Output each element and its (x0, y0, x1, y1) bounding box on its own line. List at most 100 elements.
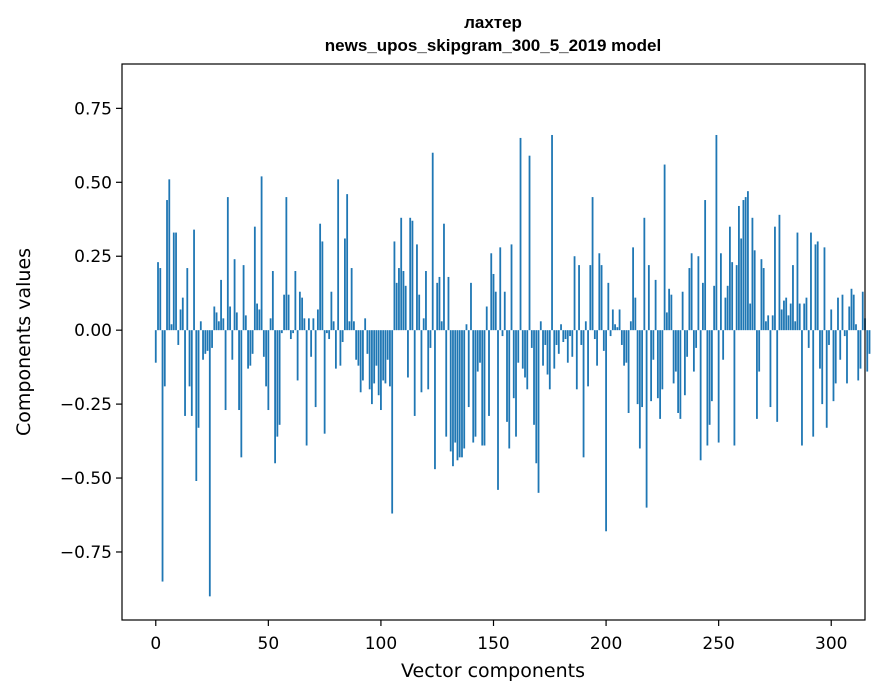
bar (193, 229, 195, 331)
bar (555, 330, 558, 345)
bar (170, 324, 173, 331)
bar (670, 294, 673, 331)
y-tick-label: 0.50 (74, 173, 112, 193)
bar (265, 330, 267, 387)
bar (661, 330, 664, 390)
bar (348, 321, 351, 331)
bar-series (154, 134, 871, 597)
bar (713, 285, 716, 331)
bar (497, 330, 499, 490)
bar (285, 197, 288, 331)
bar (625, 330, 628, 363)
bar (855, 324, 857, 331)
bar (490, 253, 493, 331)
bar (837, 297, 839, 331)
bar (695, 330, 698, 348)
bar (283, 294, 286, 331)
bar (357, 330, 360, 366)
bar (197, 330, 200, 428)
bar (429, 330, 432, 348)
bar (740, 238, 743, 331)
bar (852, 294, 855, 331)
bar (650, 330, 653, 402)
bar (620, 330, 623, 345)
bar (231, 330, 234, 360)
bar (220, 279, 222, 331)
bar (638, 330, 641, 449)
chart-title-model: news_upos_skipgram_300_5_2019 model (325, 36, 661, 55)
bar (749, 303, 752, 331)
bar (542, 330, 544, 366)
bar (312, 318, 315, 331)
bar (436, 282, 439, 331)
bar (195, 330, 198, 481)
bar (821, 330, 824, 405)
bar (375, 330, 378, 366)
chart-title-word: лахтер (464, 13, 522, 32)
bar (445, 330, 448, 437)
bar (366, 330, 369, 354)
bar (553, 330, 556, 369)
bar (479, 330, 481, 363)
bar (339, 330, 342, 366)
bar (154, 330, 157, 363)
bar (413, 330, 416, 416)
bar (551, 134, 553, 331)
bar (562, 330, 565, 342)
bar (780, 309, 783, 331)
bar (373, 330, 376, 384)
plot-frame (121, 63, 866, 621)
bar (409, 217, 412, 331)
bar (654, 279, 657, 331)
bar (609, 330, 612, 337)
bar (179, 309, 182, 331)
bar (166, 200, 168, 331)
bar (580, 330, 583, 345)
bar (314, 330, 317, 408)
bar (769, 330, 772, 408)
bar (181, 297, 184, 331)
bar (816, 241, 819, 331)
bar (269, 318, 272, 331)
bar (825, 330, 828, 428)
bar (521, 330, 524, 369)
bar (463, 330, 466, 449)
bar (208, 330, 211, 597)
bar (204, 330, 207, 354)
bar (438, 276, 441, 331)
bar (222, 318, 225, 331)
bar (404, 285, 407, 331)
bar (184, 330, 186, 416)
bar (334, 330, 337, 369)
y-tick-label: −0.50 (60, 469, 112, 489)
bar (807, 330, 810, 348)
bar (699, 330, 702, 461)
bar (233, 259, 236, 331)
bar (729, 226, 731, 331)
bar (632, 247, 634, 331)
x-tick-label: 250 (702, 634, 734, 654)
bar (465, 324, 468, 331)
bar (296, 330, 299, 381)
bar (794, 321, 797, 331)
bar (449, 330, 452, 452)
bar (636, 330, 639, 405)
bar (738, 205, 740, 331)
bar (411, 220, 414, 331)
bar (767, 315, 770, 331)
bar (235, 312, 238, 331)
bar (393, 241, 396, 331)
y-tick-label: −0.75 (60, 543, 112, 563)
bar (783, 300, 785, 331)
bar (792, 265, 794, 331)
y-tick-label: 0.00 (74, 321, 112, 341)
bar (359, 330, 362, 393)
bar (814, 244, 817, 331)
bar (848, 306, 851, 331)
bar (645, 330, 648, 508)
bar (161, 330, 164, 582)
bar (386, 330, 389, 360)
bar (731, 262, 734, 331)
bar (456, 330, 459, 461)
bar (420, 330, 423, 393)
